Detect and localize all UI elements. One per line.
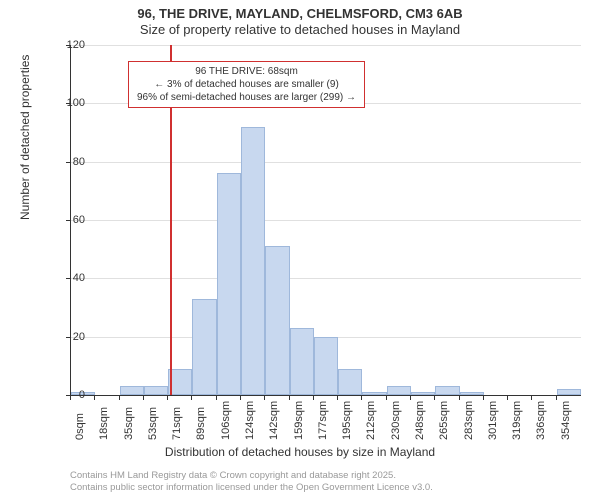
x-tick-label: 248sqm	[414, 401, 426, 440]
x-tick-mark	[94, 395, 95, 400]
gridline	[71, 162, 581, 163]
x-tick-mark	[434, 395, 435, 400]
x-tick-label: 106sqm	[220, 401, 232, 440]
x-tick-mark	[410, 395, 411, 400]
y-tick-label: 20	[55, 331, 85, 343]
x-tick-mark	[531, 395, 532, 400]
x-tick-label: 89sqm	[195, 407, 207, 440]
annotation-line1: 96 THE DRIVE: 68sqm	[137, 65, 356, 78]
x-tick-label: 177sqm	[317, 401, 329, 440]
histogram-bar	[241, 127, 265, 395]
x-tick-mark	[386, 395, 387, 400]
x-axis-label: Distribution of detached houses by size …	[0, 445, 600, 459]
x-tick-label: 0sqm	[74, 413, 86, 440]
x-tick-mark	[483, 395, 484, 400]
y-tick-label: 100	[55, 97, 85, 109]
x-tick-mark	[337, 395, 338, 400]
x-tick-label: 71sqm	[171, 407, 183, 440]
x-tick-mark	[289, 395, 290, 400]
histogram-bar	[387, 386, 411, 395]
x-tick-label: 212sqm	[365, 401, 377, 440]
x-tick-mark	[191, 395, 192, 400]
histogram-bar	[435, 386, 459, 395]
annotation-line3: 96% of semi-detached houses are larger (…	[137, 91, 356, 104]
footer-text: Contains HM Land Registry data © Crown c…	[70, 470, 433, 494]
x-tick-label: 354sqm	[560, 401, 572, 440]
x-tick-label: 301sqm	[487, 401, 499, 440]
title-line1: 96, THE DRIVE, MAYLAND, CHELMSFORD, CM3 …	[0, 6, 600, 21]
x-tick-label: 336sqm	[535, 401, 547, 440]
chart-area: 96 THE DRIVE: 68sqm ← 3% of detached hou…	[70, 45, 580, 395]
y-tick-label: 40	[55, 272, 85, 284]
x-tick-label: 142sqm	[268, 401, 280, 440]
x-tick-mark	[507, 395, 508, 400]
gridline	[71, 45, 581, 46]
x-tick-label: 230sqm	[390, 401, 402, 440]
histogram-bar	[314, 337, 338, 395]
histogram-bar	[338, 369, 362, 395]
y-tick-label: 80	[55, 156, 85, 168]
histogram-bar	[290, 328, 314, 395]
y-tick-label: 120	[55, 39, 85, 51]
histogram-bar	[192, 299, 216, 395]
x-tick-label: 124sqm	[244, 401, 256, 440]
histogram-bar	[120, 386, 144, 395]
x-tick-label: 53sqm	[147, 407, 159, 440]
x-tick-mark	[119, 395, 120, 400]
histogram-bar	[411, 392, 435, 395]
footer-line1: Contains HM Land Registry data © Crown c…	[70, 470, 433, 482]
x-tick-label: 265sqm	[438, 401, 450, 440]
x-tick-mark	[167, 395, 168, 400]
x-tick-label: 35sqm	[123, 407, 135, 440]
x-tick-mark	[143, 395, 144, 400]
histogram-bar	[144, 386, 168, 395]
x-tick-mark	[264, 395, 265, 400]
x-tick-mark	[216, 395, 217, 400]
gridline	[71, 220, 581, 221]
histogram-bar	[217, 173, 241, 395]
title-line2: Size of property relative to detached ho…	[0, 22, 600, 37]
x-tick-label: 159sqm	[293, 401, 305, 440]
gridline	[71, 278, 581, 279]
annotation-line2: ← 3% of detached houses are smaller (9)	[137, 78, 356, 91]
footer-line2: Contains public sector information licen…	[70, 482, 433, 494]
histogram-bar	[557, 389, 581, 395]
y-axis-label: Number of detached properties	[18, 55, 32, 220]
x-tick-mark	[240, 395, 241, 400]
histogram-bar	[362, 392, 386, 395]
x-tick-label: 18sqm	[98, 407, 110, 440]
x-tick-mark	[459, 395, 460, 400]
x-tick-label: 283sqm	[463, 401, 475, 440]
x-tick-mark	[361, 395, 362, 400]
histogram-bar	[265, 246, 289, 395]
x-tick-mark	[556, 395, 557, 400]
x-tick-label: 319sqm	[511, 401, 523, 440]
x-tick-label: 195sqm	[341, 401, 353, 440]
histogram-bar	[460, 392, 484, 395]
y-tick-label: 60	[55, 214, 85, 226]
annotation-box: 96 THE DRIVE: 68sqm ← 3% of detached hou…	[128, 61, 365, 108]
x-tick-mark	[313, 395, 314, 400]
y-tick-label: 0	[55, 389, 85, 401]
chart-container: 96, THE DRIVE, MAYLAND, CHELMSFORD, CM3 …	[0, 0, 600, 500]
